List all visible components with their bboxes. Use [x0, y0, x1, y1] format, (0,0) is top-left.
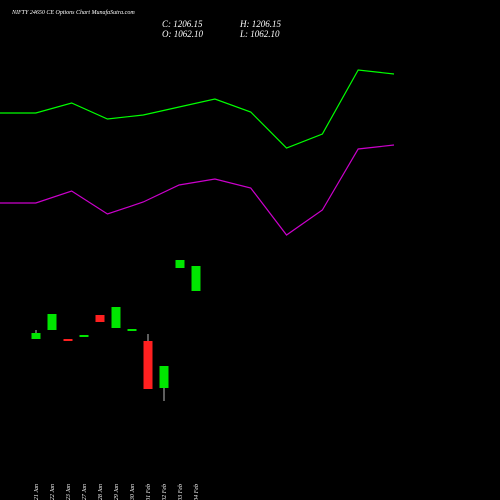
x-tick-label: 04 Feb: [193, 484, 200, 500]
candle-body: [127, 329, 137, 331]
ohlc-open: O: 1062.10: [162, 29, 203, 39]
ohlc-close: C: 1206.15: [162, 19, 203, 29]
candle-body: [175, 260, 185, 268]
x-tick-label: 03 Feb: [178, 484, 184, 500]
x-tick-label: 27 Jan: [82, 484, 88, 500]
x-tick-label: 21 Jan: [34, 484, 40, 500]
candle-body: [95, 315, 105, 322]
indicator-line: [0, 144, 395, 236]
candle-body: [191, 266, 201, 291]
candle-body: [79, 335, 89, 337]
x-tick-label: 29 Jan: [114, 484, 120, 500]
indicator-line: [0, 69, 395, 149]
candle-body: [63, 339, 73, 341]
x-tick-label: 23 Jan: [66, 484, 72, 500]
x-tick-label: 30 Jan: [130, 484, 136, 500]
x-tick-label: 02 Feb: [162, 484, 168, 500]
chart-title: NIFTY 24650 CE Options Chart MunafaSutra…: [11, 9, 135, 16]
x-tick-label: 28 Jan: [98, 484, 104, 500]
ohlc-low: L: 1062.10: [239, 29, 280, 39]
candle-body: [143, 341, 153, 389]
x-tick-label: 22 Jan: [50, 484, 56, 500]
ohlc-high: H: 1206.15: [239, 19, 281, 29]
candle-body: [31, 333, 41, 339]
candle-body: [47, 314, 57, 330]
x-tick-label: 01 Feb: [146, 484, 152, 500]
candle-body: [159, 366, 169, 388]
candle-body: [111, 307, 121, 328]
